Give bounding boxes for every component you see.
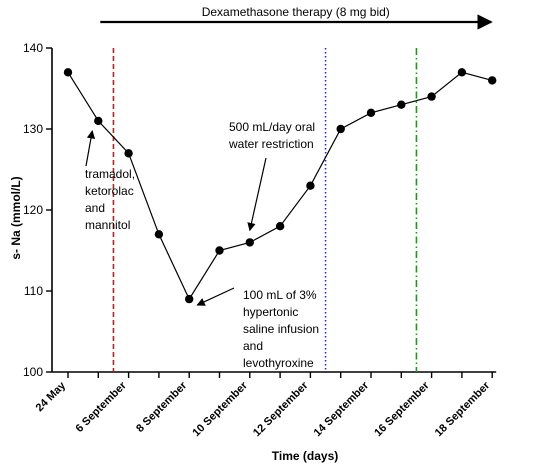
data-point (306, 181, 315, 190)
data-point (94, 116, 103, 126)
data-point (275, 222, 285, 231)
x-tick-label: 10 September (190, 379, 250, 439)
x-tick-label: 14 September (312, 379, 372, 439)
y-tick-label: 130 (23, 122, 43, 136)
data-point (215, 246, 224, 255)
annotation-text: 500 mL/day oral (229, 120, 315, 134)
data-point (427, 92, 436, 101)
data-point (457, 68, 467, 77)
data-point (63, 68, 73, 77)
x-tick-label: 8 September (134, 379, 190, 435)
data-point (488, 76, 497, 85)
event-lines (112, 48, 418, 372)
data-point (185, 294, 194, 304)
y-tick-label: 140 (23, 41, 43, 55)
banner-text: Dexamethasone therapy (8 mg bid) (202, 5, 390, 19)
therapy-banner: Dexamethasone therapy (8 mg bid) (100, 5, 493, 30)
y-tick-label: 120 (23, 203, 43, 217)
annotation-text: and (243, 339, 263, 353)
y-tick-label: 110 (24, 284, 43, 298)
annotation-text: saline infusion (243, 322, 319, 336)
x-tick-label: 6 September (74, 379, 130, 435)
data-point (336, 124, 345, 134)
annotation-arrow (85, 130, 96, 167)
y-tick-label: 100 (23, 365, 43, 379)
x-axis-label: Time (days) (272, 449, 338, 463)
annotation-text: tramadol, (85, 167, 135, 181)
series-sodium (63, 68, 497, 304)
annotation-text: levothyroxine (243, 356, 314, 370)
data-point (397, 100, 406, 109)
data-point (245, 238, 254, 247)
data-point (154, 230, 164, 239)
x-tick-label: 18 September (433, 379, 493, 439)
annotation-text: hypertonic (243, 305, 298, 319)
annotation-text: water restriction (228, 137, 314, 151)
y-axis-label: s- Na (mmol/L) (9, 176, 23, 259)
annotation-arrow (196, 287, 235, 306)
annotation-arrow (247, 157, 267, 232)
data-point (124, 149, 133, 158)
annotation-text: ketorolac (85, 184, 134, 198)
annotation-text: and (85, 201, 105, 215)
annotations: tramadol, ketorolac and mannitol 500 mL/day … (85, 120, 319, 370)
annotation-text: mannitol (85, 218, 130, 232)
axes: 100 110 120 130 140 24 May 6 September 8 Septem… (23, 41, 497, 439)
data-point (366, 108, 376, 118)
x-tick-label: 24 May (34, 379, 69, 414)
annotation-text: 100 mL of 3% (243, 288, 317, 302)
x-tick-label: 16 September (372, 379, 432, 439)
x-tick-label: 12 September (251, 379, 311, 439)
